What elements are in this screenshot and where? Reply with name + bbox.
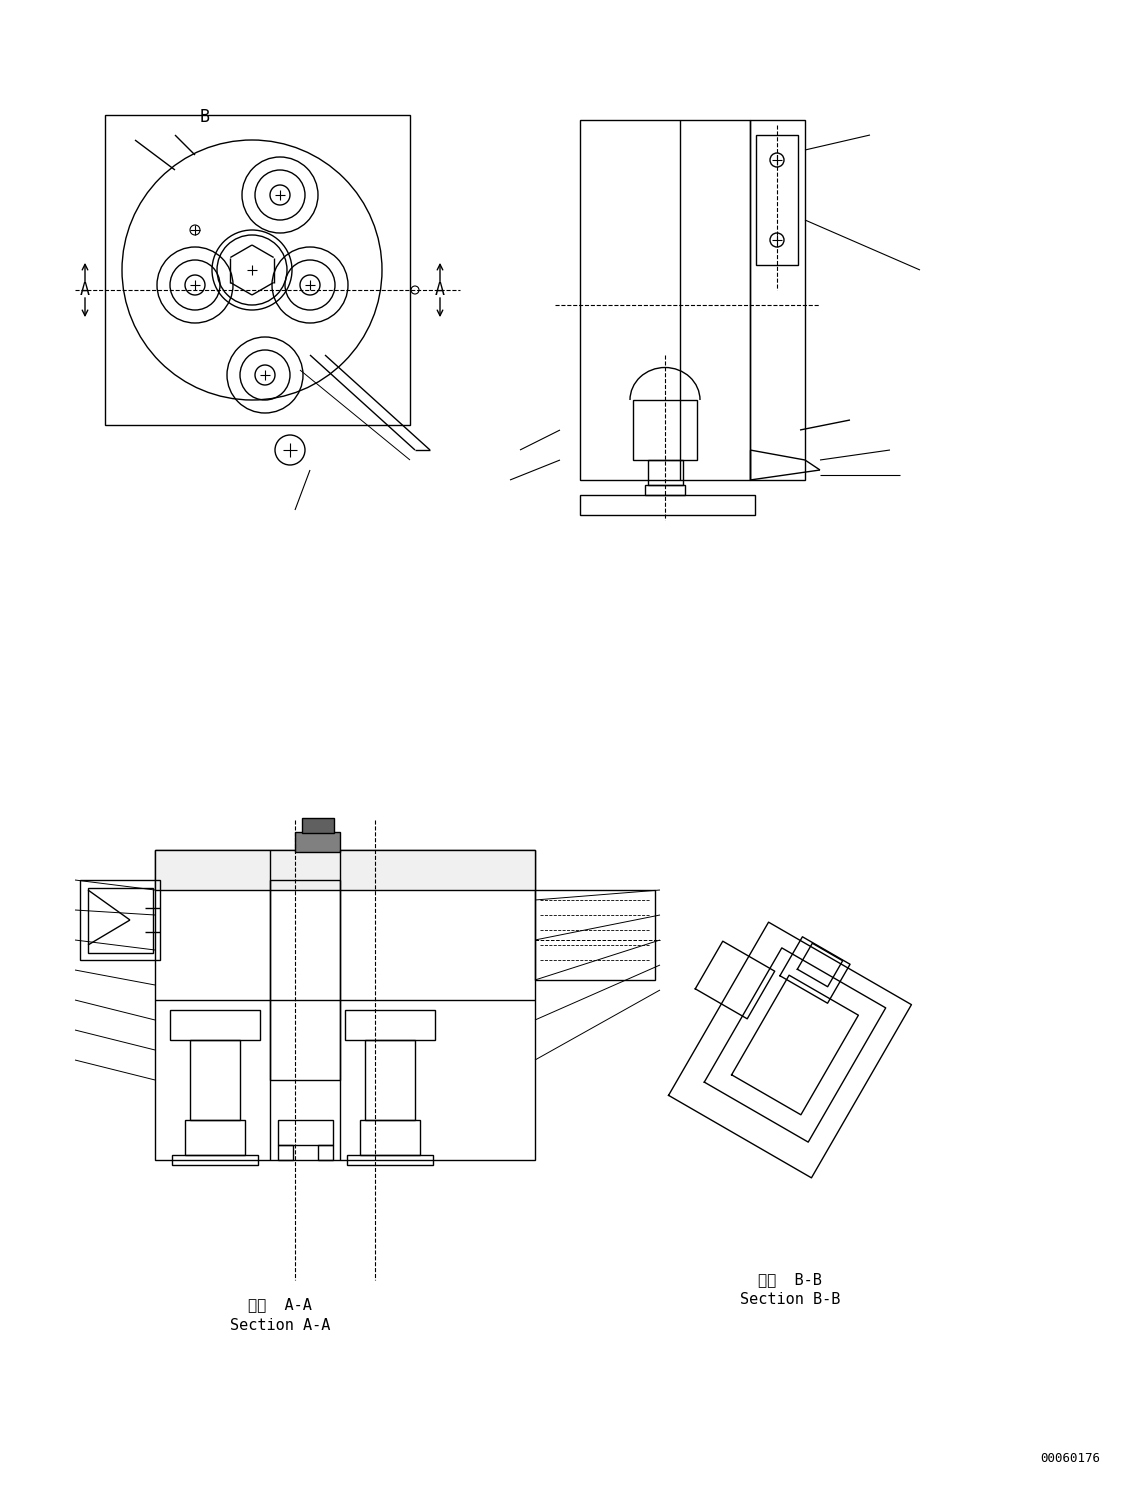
- Bar: [536, 890, 655, 979]
- Text: Section A-A: Section A-A: [230, 1318, 330, 1333]
- Bar: [294, 832, 340, 851]
- Bar: [318, 1146, 333, 1161]
- Bar: [269, 880, 340, 1080]
- Bar: [580, 120, 750, 480]
- Bar: [105, 114, 410, 425]
- Bar: [580, 495, 755, 516]
- Text: A: A: [80, 281, 90, 299]
- Text: Section B-B: Section B-B: [740, 1293, 840, 1308]
- Bar: [756, 135, 798, 265]
- Bar: [633, 400, 697, 461]
- Bar: [80, 880, 160, 960]
- Bar: [155, 850, 536, 1161]
- Bar: [155, 850, 536, 890]
- Text: A: A: [435, 281, 445, 299]
- Bar: [302, 817, 334, 834]
- Bar: [172, 1155, 258, 1165]
- Bar: [171, 1010, 260, 1040]
- Bar: [365, 1040, 415, 1120]
- Bar: [347, 1155, 433, 1165]
- Text: B: B: [200, 108, 210, 126]
- Bar: [279, 1120, 333, 1146]
- Bar: [648, 461, 683, 484]
- Bar: [345, 1010, 435, 1040]
- Bar: [360, 1120, 420, 1155]
- Bar: [645, 484, 684, 495]
- Bar: [185, 1120, 244, 1155]
- Bar: [190, 1040, 240, 1120]
- Bar: [279, 1146, 293, 1161]
- Text: 断面  A-A: 断面 A-A: [248, 1297, 312, 1312]
- Text: 断面  B-B: 断面 B-B: [758, 1272, 822, 1287]
- Text: 00060176: 00060176: [1040, 1452, 1099, 1465]
- Bar: [750, 120, 805, 480]
- Bar: [88, 889, 153, 953]
